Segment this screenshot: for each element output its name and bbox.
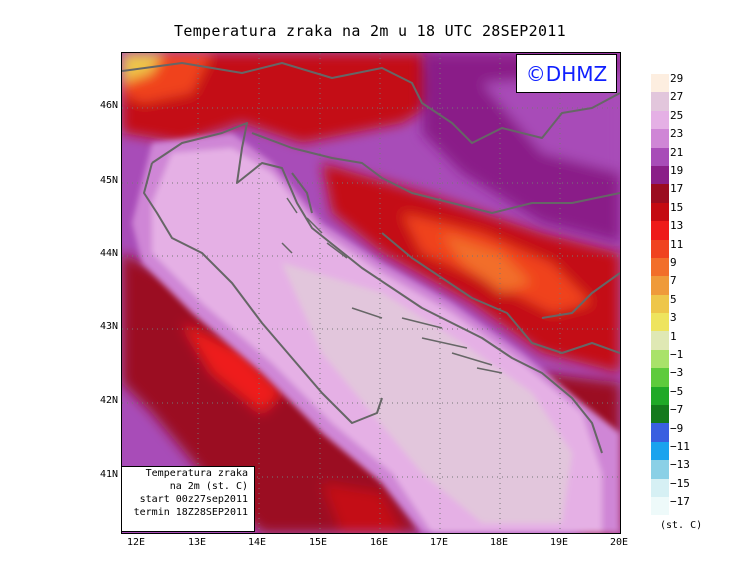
legend-label: 21 [670,145,684,159]
legend-label: −15 [670,476,690,490]
legend-label: 3 [670,311,677,325]
info-box: Temperatura zraka na 2m (st. C) start 00… [121,466,255,532]
legend-label: −5 [670,384,684,398]
map-title: Temperatura zraka na 2m u 18 UTC 28SEP20… [174,22,566,40]
legend-label: 5 [670,292,677,306]
lon-label-17e: 17E [429,537,449,548]
lat-label-42n: 42N [99,395,118,406]
legend-label: 15 [670,200,684,214]
legend-unit: (st. C) [660,520,703,531]
legend-swatch [651,423,669,442]
legend-swatch [651,129,669,148]
legend-swatch [651,294,669,314]
legend-label: 11 [670,237,684,251]
legend-swatch [651,496,669,516]
info-line-3: start 00z27sep2011 [139,494,248,505]
legend-swatch [651,349,669,369]
legend-swatch [651,478,669,497]
legend-label: −13 [670,458,690,472]
legend-swatch [651,441,669,461]
lon-label-19e: 19E [549,537,569,548]
legend-label: −17 [670,495,690,509]
legend-label: −9 [670,421,684,435]
legend-swatch [651,165,669,185]
dhmz-logo: ©DHMZ [516,54,617,93]
lon-label-16e: 16E [369,537,389,548]
legend-swatch [651,331,669,350]
legend-swatch [651,460,669,479]
lat-label-45n: 45N [99,175,118,186]
legend-label: −1 [670,348,684,361]
lon-label-14e: 14E [247,537,267,548]
legend-label: 29 [670,72,684,85]
lon-label-13e: 13E [187,537,207,548]
legend-swatch [651,74,669,93]
legend-label: 9 [670,256,677,269]
lat-label-44n: 44N [99,248,118,259]
legend-label: −11 [670,440,690,453]
temperature-field [122,53,620,533]
legend-swatch [651,184,669,203]
legend-swatch [651,405,669,424]
legend-label: −7 [670,403,684,417]
legend-label: 7 [670,274,677,288]
legend-swatch [651,313,669,332]
legend-swatch [651,110,669,130]
lat-label-46n: 46N [99,100,118,111]
info-line-4: termin 18Z28SEP2011 [133,507,248,518]
info-line-1: Temperatura zraka [145,468,248,479]
legend-swatch [651,368,669,387]
legend-swatch [651,92,669,111]
lon-label-12e: 12E [126,537,146,548]
lon-label-18e: 18E [489,537,509,548]
legend-swatch [651,257,669,277]
legend-swatch [651,239,669,258]
info-line-2: na 2m (st. C) [169,481,248,492]
legend-swatch [651,221,669,240]
legend-label: −3 [670,366,684,380]
lon-label-20e: 20E [609,537,629,548]
legend-swatch [651,276,669,295]
legend-label: 13 [670,219,684,233]
color-legend [651,74,669,516]
lat-label-43n: 43N [99,321,118,332]
legend-label: 27 [670,90,684,104]
legend-label: 25 [670,108,684,122]
legend-label: 23 [670,127,684,141]
legend-swatch [651,386,669,406]
legend-swatch [651,147,669,166]
legend-label: 17 [670,182,684,196]
temperature-map [121,52,621,534]
legend-label: 1 [670,329,677,343]
lat-label-41n: 41N [99,469,118,480]
legend-label: 19 [670,164,684,177]
legend-swatch [651,202,669,222]
lon-label-15e: 15E [308,537,328,548]
